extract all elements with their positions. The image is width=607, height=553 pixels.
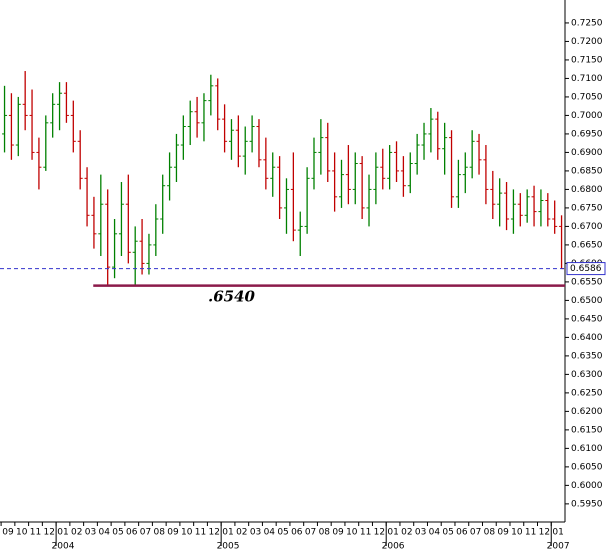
x-tick-label: 09 [497,528,509,538]
y-tick-label: 0.6050 [571,462,603,472]
x-tick-label: 04 [429,528,441,538]
y-tick-label: 0.6250 [571,388,603,398]
y-tick-label: 0.7050 [571,92,603,102]
y-tick-label: 0.6700 [571,222,603,232]
y-tick-label: 0.6550 [571,277,603,287]
y-tick-label: 0.7150 [571,55,603,65]
y-tick-label: 0.6400 [571,333,603,343]
y-tick-label: 0.7200 [571,37,603,47]
y-tick-label: 0.6450 [571,314,603,324]
x-tick-label: 01 [387,528,398,538]
x-tick-label: 02 [236,528,247,538]
x-tick-label: 04 [99,528,111,538]
x-tick-label: 01 [222,528,233,538]
x-tick-label: 09 [167,528,179,538]
x-tick-label: 11 [195,528,206,538]
x-tick-label: 12 [209,528,220,538]
y-tick-label: 0.6150 [571,425,603,435]
x-tick-label: 03 [85,528,96,538]
x-tick-label: 09 [2,528,14,538]
x-tick-label: 01 [552,528,563,538]
x-tick-label: 08 [319,528,331,538]
last-price-box [566,262,606,276]
x-tick-label: 08 [154,528,166,538]
y-tick-label: 0.6750 [571,203,603,213]
x-tick-label: 01 [57,528,68,538]
x-tick-label: 07 [470,528,481,538]
y-tick-label: 0.6850 [571,166,603,176]
x-tick-label: 05 [442,528,453,538]
y-tick-label: 0.5950 [571,499,603,509]
year-label: 2006 [382,542,405,552]
x-tick-label: 10 [16,528,28,538]
x-tick-label: 12 [539,528,550,538]
y-tick-label: 0.6800 [571,185,603,195]
y-tick-label: 0.6000 [571,481,603,491]
y-tick-label: 0.6300 [571,370,603,380]
y-tick-label: 0.7100 [571,74,603,84]
x-tick-label: 05 [277,528,288,538]
x-tick-label: 06 [456,528,468,538]
year-label: 2004 [52,542,75,552]
x-tick-label: 07 [140,528,151,538]
y-tick-label: 0.6100 [571,444,603,454]
x-tick-label: 11 [525,528,536,538]
last-price-label: 0.6586 [570,264,602,274]
x-tick-label: 12 [44,528,55,538]
y-tick-label: 0.7250 [571,18,603,28]
y-tick-label: 0.6950 [571,129,603,139]
y-tick-label: 0.6900 [571,148,603,158]
y-tick-label: 0.6350 [571,351,603,361]
x-tick-label: 02 [401,528,412,538]
x-tick-label: 04 [264,528,276,538]
x-tick-label: 06 [126,528,138,538]
x-tick-label: 11 [30,528,41,538]
x-tick-label: 10 [346,528,358,538]
x-tick-label: 10 [181,528,193,538]
x-tick-label: 08 [484,528,496,538]
y-tick-label: 0.7000 [571,111,603,121]
y-tick-label: 0.6650 [571,240,603,250]
x-tick-label: 10 [511,528,523,538]
y-tick-label: 0.6500 [571,296,603,306]
support-label: .6540 [208,288,256,306]
y-tick-label: 0.6200 [571,407,603,417]
x-tick-label: 02 [71,528,82,538]
year-label: 2005 [217,542,240,552]
x-tick-label: 03 [250,528,261,538]
year-label: 2007 [547,542,570,552]
x-tick-label: 03 [415,528,426,538]
x-tick-label: 09 [332,528,344,538]
x-tick-label: 11 [360,528,371,538]
x-tick-label: 05 [112,528,123,538]
x-tick-label: 12 [374,528,385,538]
x-tick-label: 06 [291,528,303,538]
x-tick-label: 07 [305,528,316,538]
